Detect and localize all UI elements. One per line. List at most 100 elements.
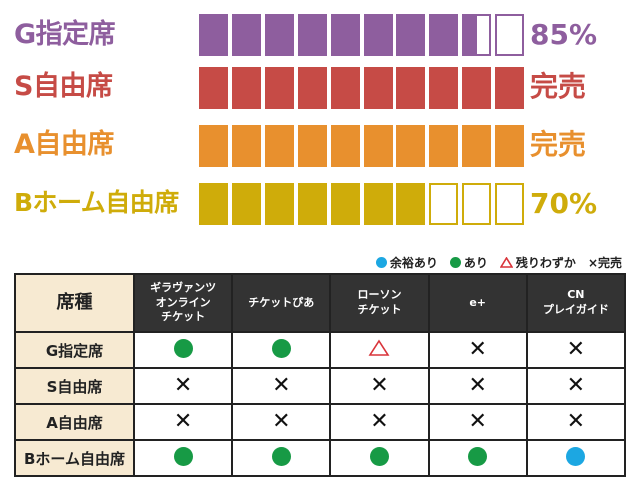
bar-block (363, 67, 393, 109)
ticket-availability-table: 席種 ギラヴァンツ オンライン チケット チケットぴあ ローソン チケット e+ CN プレイガ… (14, 273, 627, 477)
table-row: A自由席 ✕ ✕ ✕ ✕ ✕ (14, 403, 627, 441)
bar-block (231, 14, 261, 56)
seat-type-cell: G指定席 (14, 331, 135, 369)
row-label-s: S自由席 (14, 71, 113, 102)
cross-icon: ✕ (370, 373, 389, 398)
availability-cell: ✕ (132, 367, 234, 405)
availability-cell: ✕ (427, 403, 528, 441)
bar-a (199, 125, 525, 167)
bar-block (495, 14, 525, 56)
vendor-header: ローソン チケット (329, 273, 430, 333)
availability-cell: ✕ (525, 403, 627, 441)
table-header-row: 席種 ギラヴァンツ オンライン チケット チケットぴあ ローソン チケット e+ CN プレイガ… (14, 273, 627, 333)
bar-block (264, 125, 294, 167)
row-label-a: A自由席 (14, 129, 114, 160)
bar-block (396, 14, 426, 56)
legend-item-soldout: ×完売 (588, 254, 622, 271)
vendor-header-line: CN (567, 288, 585, 302)
row-label-b: Bホーム自由席 (14, 188, 179, 217)
availability-cell: ✕ (329, 403, 430, 441)
bar-block (462, 125, 492, 167)
cross-icon: ✕ (566, 409, 586, 434)
availability-cell (132, 331, 234, 369)
availability-cell: ✕ (132, 403, 234, 441)
legend-item-plenty: 余裕あり (375, 254, 438, 271)
cross-icon: ✕ (468, 337, 487, 362)
cross-icon: ✕ (566, 337, 586, 362)
availability-cell (427, 439, 528, 477)
table-row: G指定席 ✕ ✕ (14, 331, 627, 369)
vendor-header-line: チケット (161, 310, 206, 324)
seat-type-header: 席種 (14, 273, 135, 333)
bar-block (297, 14, 327, 56)
bar-block (363, 125, 393, 167)
cross-icon: ✕ (173, 373, 193, 398)
availability-cell (329, 439, 430, 477)
bar-block (330, 183, 360, 225)
table-row: S自由席 ✕ ✕ ✕ ✕ ✕ (14, 367, 627, 405)
availability-cell (525, 439, 627, 477)
legend-available-label: あり (463, 256, 488, 270)
cross-icon: ✕ (468, 373, 487, 398)
vendor-header: CN プレイガイド (525, 273, 627, 333)
legend-item-few: 残りわずか (499, 254, 576, 271)
bar-block (231, 183, 261, 225)
bar-block (199, 183, 228, 225)
bar-block (330, 125, 360, 167)
green-circle-icon (173, 446, 193, 466)
table-row: Bホーム自由席 (14, 439, 627, 477)
bar-block (429, 183, 459, 225)
seat-type-cell: A自由席 (14, 403, 135, 441)
green-circle-icon (271, 338, 291, 358)
green-circle-icon (173, 338, 193, 358)
status-g: 85% (530, 18, 598, 51)
cross-icon: ✕ (468, 409, 487, 434)
vendor-header-line: プレイガイド (542, 303, 609, 316)
bar-block (264, 183, 294, 225)
green-circle-icon (369, 446, 389, 466)
cross-icon: ✕ (566, 373, 586, 398)
status-b: 70% (530, 187, 598, 220)
bar-block-partial-fill (462, 14, 477, 56)
bar-block (495, 125, 525, 167)
bar-block (297, 183, 327, 225)
bar-block (199, 125, 228, 167)
bar-block (264, 14, 294, 56)
availability-cell: ✕ (427, 331, 528, 369)
availability-cell: ✕ (525, 331, 627, 369)
availability-cell: ✕ (231, 367, 332, 405)
bar-block (297, 67, 327, 109)
availability-cell (231, 331, 332, 369)
bar-block (264, 67, 294, 109)
bar-block (462, 14, 492, 56)
seat-type-cell: Bホーム自由席 (14, 439, 135, 477)
vendor-header-line: チケットぴあ (248, 295, 315, 309)
vendor-header-line: チケット (357, 303, 402, 316)
triangle-icon (369, 339, 390, 356)
availability-cell (231, 439, 332, 477)
bar-block (330, 67, 360, 109)
blue-circle-icon (375, 257, 387, 268)
legend: 余裕あり あり 残りわずか ×完売 (375, 254, 622, 271)
status-a: 完売 (530, 128, 587, 161)
bar-block (363, 14, 393, 56)
bar-block (396, 125, 426, 167)
triangle-icon (499, 257, 513, 268)
bar-block (363, 183, 393, 225)
vendor-header-line: ローソン (357, 288, 402, 302)
vendor-header-line: オンライン (155, 295, 211, 309)
bar-block (495, 67, 525, 109)
bar-block (199, 67, 228, 109)
bar-block (231, 125, 261, 167)
bar-b (199, 183, 525, 225)
bar-block (396, 183, 426, 225)
row-label-g: G指定席 (14, 19, 116, 50)
vendor-header: チケットぴあ (231, 273, 332, 333)
vendor-header-line: ギラヴァンツ (150, 280, 217, 294)
bar-block (462, 183, 492, 225)
bar-block (199, 14, 228, 56)
bar-block (297, 125, 327, 167)
availability-cell: ✕ (329, 367, 430, 405)
bar-block (429, 67, 459, 109)
cross-icon: ✕ (173, 409, 193, 434)
